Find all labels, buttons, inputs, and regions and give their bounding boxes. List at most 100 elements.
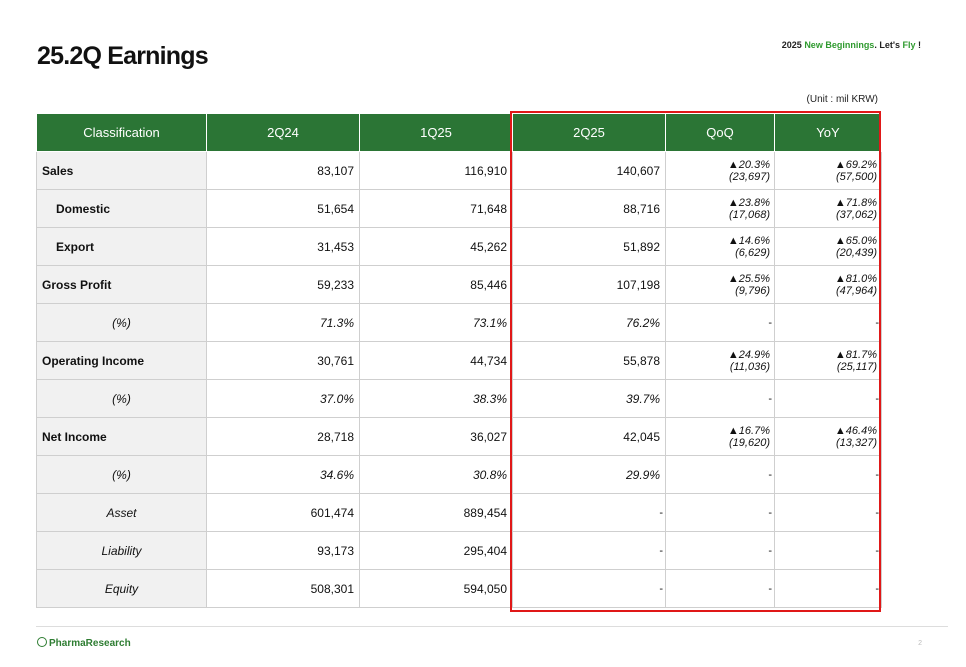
row-label: Equity (36, 569, 207, 608)
cell-2q24: 601,474 (206, 493, 360, 532)
qoq-pct: ▲20.3% (727, 158, 770, 171)
yoy-amt: (25,117) (836, 360, 877, 373)
page-number: 2 (918, 640, 922, 647)
row-label: (%) (36, 455, 207, 494)
cell-2q24: 34.6% (206, 455, 360, 494)
cell-2q24: 71.3% (206, 303, 360, 342)
qoq-pct: ▲25.5% (727, 272, 770, 285)
header-yoy: YoY (774, 113, 882, 152)
qoq-amt: (9,796) (735, 284, 770, 297)
yoy-pct: ▲46.4% (834, 424, 877, 437)
table-row: Sales 83,107 116,910 140,607 ▲20.3% (23,6… (36, 151, 882, 190)
qoq-pct: ▲24.9% (727, 348, 770, 361)
yoy-amt: (13,327) (836, 436, 877, 449)
cell-2q24: 83,107 (206, 151, 360, 190)
yoy-amt: (57,500) (836, 170, 877, 183)
cell-2q25: 42,045 (512, 417, 666, 456)
row-label: Export (36, 227, 207, 266)
cell-qoq: - (665, 493, 775, 532)
cell-2q24: 31,453 (206, 227, 360, 266)
cell-yoy: - (774, 531, 882, 570)
footer-divider (36, 626, 948, 627)
row-label: Liability (36, 531, 207, 570)
cell-2q25: 39.7% (512, 379, 666, 418)
qoq-pct: ▲14.6% (727, 234, 770, 247)
cell-yoy: ▲81.7% (25,117) (774, 341, 882, 380)
slogan-highlight: New Beginnings (804, 40, 875, 50)
table-row: Liability 93,173 295,404 - - - (36, 531, 882, 570)
qoq-amt: (23,697) (729, 170, 770, 183)
header-classification: Classification (36, 113, 207, 152)
cell-yoy: - (774, 455, 882, 494)
cell-qoq: ▲25.5% (9,796) (665, 265, 775, 304)
cell-2q24: 93,173 (206, 531, 360, 570)
cell-yoy: ▲69.2% (57,500) (774, 151, 882, 190)
cell-1q25: 116,910 (359, 151, 513, 190)
page-title: 25.2Q Earnings (37, 42, 209, 70)
cell-qoq: - (665, 379, 775, 418)
cell-1q25: 45,262 (359, 227, 513, 266)
cell-1q25: 594,050 (359, 569, 513, 608)
table-row: Asset 601,474 889,454 - - - (36, 493, 882, 532)
row-label: Asset (36, 493, 207, 532)
row-label: (%) (36, 303, 207, 342)
cell-2q25: - (512, 493, 666, 532)
table-row: Gross Profit 59,233 85,446 107,198 ▲25.5… (36, 265, 882, 304)
qoq-amt: (6,629) (735, 246, 770, 259)
cell-1q25: 889,454 (359, 493, 513, 532)
cell-qoq: - (665, 455, 775, 494)
qoq-amt: (19,620) (729, 436, 770, 449)
cell-1q25: 73.1% (359, 303, 513, 342)
table-row: Domestic 51,654 71,648 88,716 ▲23.8% (17,… (36, 189, 882, 228)
unit-label: (Unit : mil KRW) (806, 94, 878, 105)
header-2q24: 2Q24 (206, 113, 360, 152)
cell-qoq: ▲23.8% (17,068) (665, 189, 775, 228)
table-row: (%) 37.0% 38.3% 39.7% - - (36, 379, 882, 418)
cell-qoq: ▲14.6% (6,629) (665, 227, 775, 266)
yoy-amt: (37,062) (836, 208, 877, 221)
qoq-amt: (11,036) (729, 360, 770, 373)
qoq-pct: ▲23.8% (727, 196, 770, 209)
cell-yoy: - (774, 379, 882, 418)
cell-yoy: ▲46.4% (13,327) (774, 417, 882, 456)
slogan-prefix: 2025 (781, 40, 805, 50)
earnings-table: Classification 2Q24 1Q25 2Q25 QoQ YoY Sa… (36, 113, 882, 608)
cell-2q25: 76.2% (512, 303, 666, 342)
cell-2q25: 140,607 (512, 151, 666, 190)
cell-yoy: - (774, 493, 882, 532)
cell-2q24: 28,718 (206, 417, 360, 456)
cell-1q25: 30.8% (359, 455, 513, 494)
table-row: Export 31,453 45,262 51,892 ▲14.6% (6,629… (36, 227, 882, 266)
table-row: Equity 508,301 594,050 - - - (36, 569, 882, 608)
cell-yoy: - (774, 303, 882, 342)
cell-2q25: 88,716 (512, 189, 666, 228)
logo-text: PharmaResearch (49, 638, 131, 649)
slogan-middle: . Let's (874, 40, 903, 50)
cell-2q24: 30,761 (206, 341, 360, 380)
row-label: Operating Income (36, 341, 207, 380)
cell-2q24: 51,654 (206, 189, 360, 228)
cell-qoq: - (665, 569, 775, 608)
cell-1q25: 38.3% (359, 379, 513, 418)
table-row: Operating Income 30,761 44,734 55,878 ▲2… (36, 341, 882, 380)
cell-qoq: ▲16.7% (19,620) (665, 417, 775, 456)
header-1q25: 1Q25 (359, 113, 513, 152)
row-label: Gross Profit (36, 265, 207, 304)
slogan-suffix: ! (915, 40, 921, 50)
cell-1q25: 44,734 (359, 341, 513, 380)
cell-2q24: 59,233 (206, 265, 360, 304)
cell-yoy: ▲81.0% (47,964) (774, 265, 882, 304)
yoy-pct: ▲65.0% (834, 234, 877, 247)
row-label: Domestic (36, 189, 207, 228)
table-row: (%) 71.3% 73.1% 76.2% - - (36, 303, 882, 342)
header-2q25: 2Q25 (512, 113, 666, 152)
yoy-pct: ▲71.8% (834, 196, 877, 209)
yoy-amt: (20,439) (836, 246, 877, 259)
company-logo: PharmaResearch (37, 637, 131, 649)
slogan-fly: Fly (902, 40, 916, 50)
table-row: (%) 34.6% 30.8% 29.9% - - (36, 455, 882, 494)
table-row: Net Income 28,718 36,027 42,045 ▲16.7% (1… (36, 417, 882, 456)
cell-yoy: - (774, 569, 882, 608)
cell-qoq: - (665, 531, 775, 570)
header-qoq: QoQ (665, 113, 775, 152)
